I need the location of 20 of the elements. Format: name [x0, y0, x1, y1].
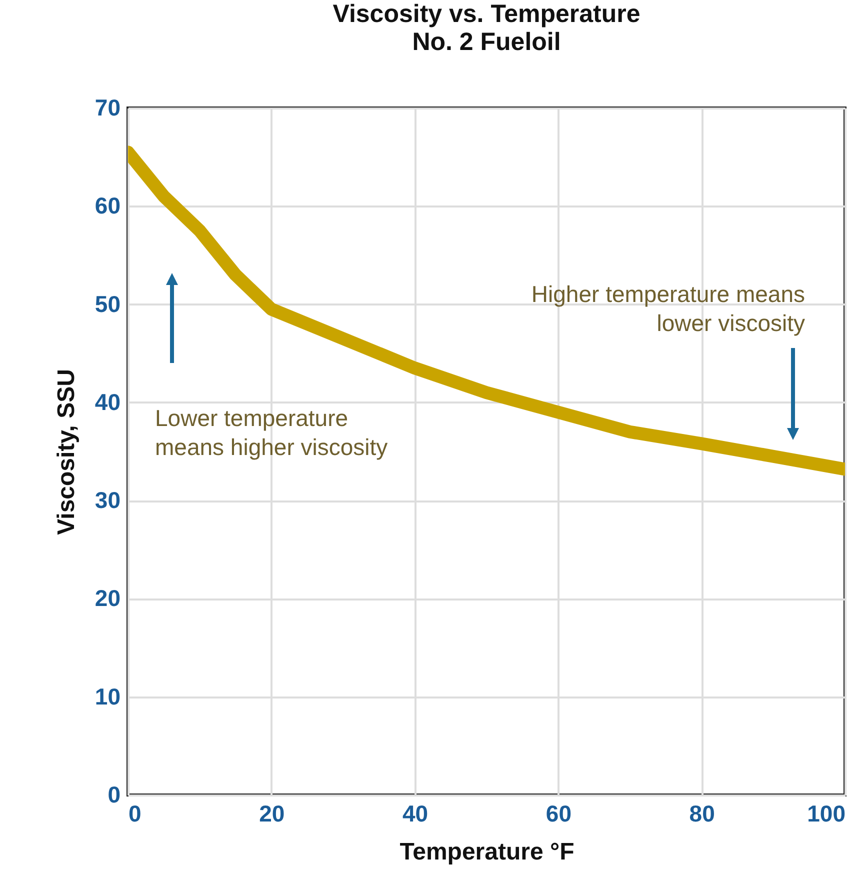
x-axis-title: Temperature °F [400, 838, 574, 866]
x-tick-label: 60 [546, 800, 572, 826]
x-tick-label: 20 [259, 800, 285, 826]
x-tick-label: 0 [128, 800, 142, 826]
y-tick-label: 0 [108, 782, 120, 808]
y-tick-label: 20 [94, 585, 120, 612]
y-tick-label: 50 [94, 290, 120, 317]
annotation: Lower temperature means higher viscosity [155, 405, 388, 460]
chart-subtitle: No. 2 Fueloil [412, 28, 561, 56]
y-tick-label: 60 [94, 192, 120, 219]
x-tick-label: 100 [807, 800, 846, 826]
y-tick-label: 70 [94, 94, 120, 120]
chart-title: Viscosity vs. Temperature [332, 0, 640, 28]
annotation: Higher temperature means lower viscosity [531, 281, 806, 336]
y-tick-label: 30 [94, 487, 120, 514]
x-tick-label: 40 [402, 800, 428, 826]
y-axis-title: Viscosity, SSU [52, 369, 80, 535]
y-tick-label: 10 [94, 683, 120, 710]
x-tick-label: 80 [689, 800, 715, 826]
y-tick-label: 40 [94, 388, 120, 415]
